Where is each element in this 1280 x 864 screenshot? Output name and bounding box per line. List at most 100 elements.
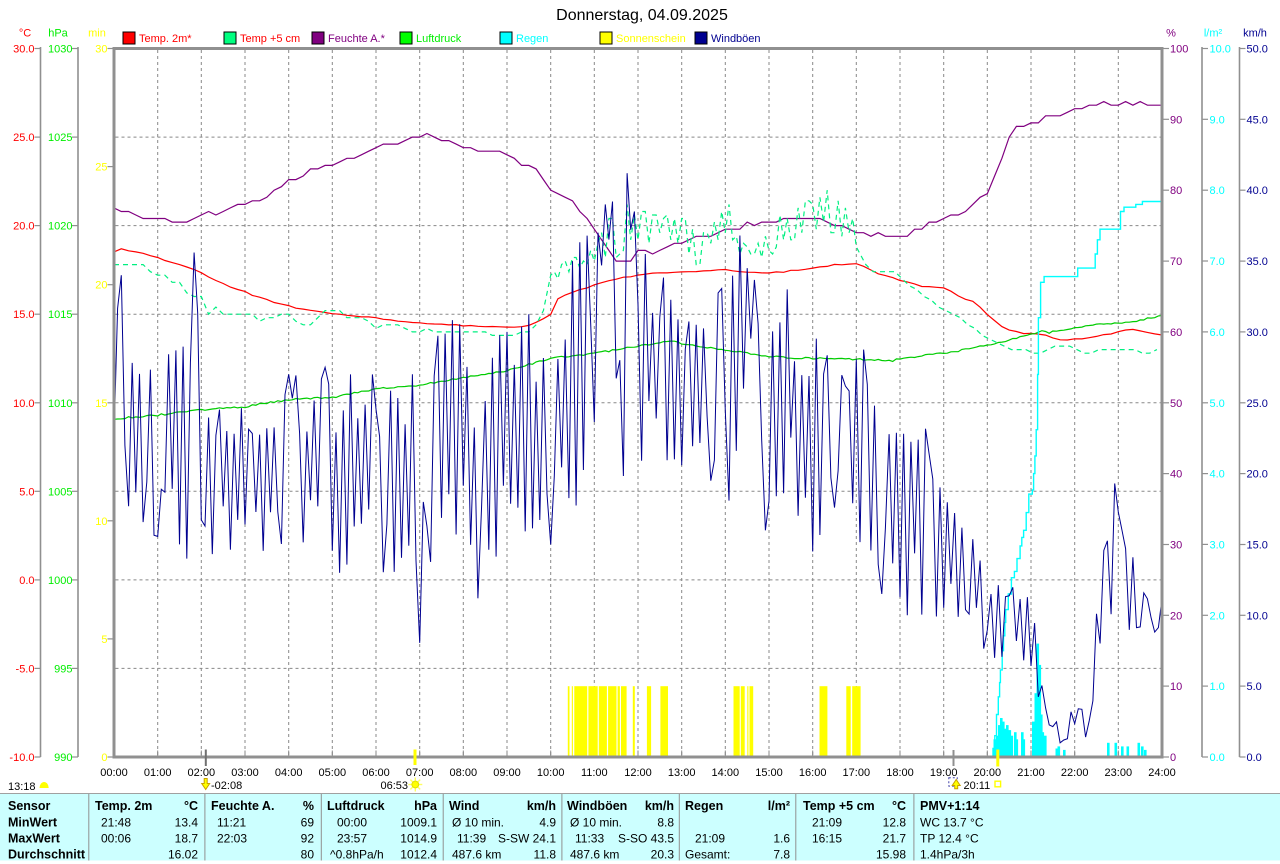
svg-text:8.8: 8.8 [657, 816, 674, 830]
svg-text:17:00: 17:00 [843, 767, 871, 779]
svg-text:20:11: 20:11 [964, 780, 991, 792]
svg-text:00:06: 00:06 [101, 832, 131, 846]
svg-text:487.6 km: 487.6 km [570, 848, 619, 862]
svg-text:l/m²: l/m² [768, 799, 790, 813]
svg-text:^0.8hPa/h: ^0.8hPa/h [330, 848, 384, 862]
svg-text:11:33: 11:33 [575, 832, 604, 846]
svg-text:Regen: Regen [685, 799, 723, 813]
svg-text:35.0: 35.0 [1247, 256, 1268, 268]
svg-text:40: 40 [1170, 469, 1182, 481]
svg-text:MinWert: MinWert [8, 816, 58, 830]
svg-text:21:09: 21:09 [812, 816, 842, 830]
svg-text:16:00: 16:00 [799, 767, 827, 779]
svg-text:WC 13.7 °C: WC 13.7 °C [920, 816, 984, 830]
svg-text:92: 92 [301, 832, 315, 846]
svg-text:Luftdruck: Luftdruck [327, 799, 385, 813]
svg-text:15:00: 15:00 [755, 767, 783, 779]
svg-text:-5.0: -5.0 [16, 663, 35, 675]
svg-text:9.0: 9.0 [1210, 114, 1225, 126]
svg-text:7.0: 7.0 [1210, 256, 1225, 268]
svg-text:90: 90 [1170, 114, 1182, 126]
svg-text:Gesamt:: Gesamt: [685, 848, 730, 862]
svg-text:5.0: 5.0 [1210, 398, 1225, 410]
svg-text:11:00: 11:00 [581, 767, 608, 779]
svg-text:2.0: 2.0 [1210, 610, 1225, 622]
svg-text:990: 990 [54, 752, 72, 764]
svg-text:50.0: 50.0 [1247, 44, 1268, 56]
svg-text:1005: 1005 [48, 486, 72, 498]
svg-text:hPa: hPa [414, 799, 438, 813]
svg-text:MaxWert: MaxWert [8, 832, 61, 846]
svg-text:80: 80 [1170, 185, 1182, 197]
svg-text:15: 15 [95, 398, 107, 410]
svg-text:100: 100 [1170, 44, 1188, 56]
svg-text:1030: 1030 [48, 44, 72, 56]
svg-text:25.0: 25.0 [1247, 398, 1268, 410]
svg-text:0.0: 0.0 [1210, 752, 1225, 764]
svg-text:km/h: km/h [645, 799, 674, 813]
svg-text:24:00: 24:00 [1148, 767, 1176, 779]
svg-text:1025: 1025 [48, 132, 72, 144]
svg-text:21:48: 21:48 [101, 816, 131, 830]
svg-text:01:00: 01:00 [144, 767, 172, 779]
svg-text:18.7: 18.7 [175, 832, 199, 846]
svg-text:70: 70 [1170, 256, 1182, 268]
svg-text:4.9: 4.9 [539, 816, 556, 830]
svg-text:21:00: 21:00 [1017, 767, 1045, 779]
svg-text:%: % [303, 799, 314, 813]
svg-text:TP 12.4 °C: TP 12.4 °C [920, 832, 979, 846]
svg-text:l/m²: l/m² [1204, 28, 1223, 40]
svg-text:03:00: 03:00 [231, 767, 259, 779]
svg-text:15.98: 15.98 [876, 848, 906, 862]
svg-text:Donnerstag, 04.09.2025: Donnerstag, 04.09.2025 [556, 7, 728, 24]
svg-text:25.0: 25.0 [13, 132, 34, 144]
svg-text:°C: °C [892, 799, 906, 813]
svg-text:1009.1: 1009.1 [400, 816, 437, 830]
svg-text:23:57: 23:57 [337, 832, 367, 846]
svg-text:25: 25 [95, 162, 107, 174]
svg-text:13:18: 13:18 [8, 781, 36, 793]
svg-text:30: 30 [1170, 540, 1182, 552]
svg-text:Regen: Regen [516, 33, 548, 45]
svg-text:02:00: 02:00 [188, 767, 216, 779]
svg-text:04:00: 04:00 [275, 767, 303, 779]
svg-text:1.0: 1.0 [1210, 681, 1225, 693]
svg-text:Feuchte A.: Feuchte A. [211, 799, 274, 813]
svg-text:10.0: 10.0 [1247, 610, 1268, 622]
svg-text:min: min [88, 28, 106, 40]
svg-text:11:39: 11:39 [457, 832, 486, 846]
svg-text:30: 30 [95, 44, 107, 56]
svg-text:69: 69 [301, 816, 315, 830]
svg-text:km/h: km/h [527, 799, 556, 813]
svg-text:Sensor: Sensor [8, 799, 51, 813]
svg-text:1012.4: 1012.4 [400, 848, 437, 862]
svg-text:06:53: 06:53 [380, 780, 408, 792]
svg-text:20.0: 20.0 [1247, 469, 1268, 481]
svg-text:8.0: 8.0 [1210, 185, 1225, 197]
svg-text:00:00: 00:00 [337, 816, 367, 830]
svg-text:5.0: 5.0 [19, 486, 34, 498]
svg-text:Durchschnitt: Durchschnitt [8, 848, 86, 862]
svg-text:3.0: 3.0 [1210, 539, 1225, 551]
svg-text:S-SW 24.1: S-SW 24.1 [498, 832, 556, 846]
svg-text:12.8: 12.8 [883, 816, 907, 830]
svg-text:487.6 km: 487.6 km [452, 848, 501, 862]
svg-text:Sonnenschein: Sonnenschein [616, 33, 686, 45]
svg-text:06:00: 06:00 [362, 767, 390, 779]
svg-text:10: 10 [1170, 681, 1182, 693]
svg-text:5.0: 5.0 [1247, 681, 1262, 693]
svg-text:1014.9: 1014.9 [400, 832, 437, 846]
svg-text:16.02: 16.02 [168, 848, 198, 862]
svg-text:0: 0 [101, 752, 107, 764]
svg-text:1.6: 1.6 [773, 832, 790, 846]
svg-text:20.0: 20.0 [13, 221, 34, 233]
svg-text:10.0: 10.0 [1210, 44, 1231, 56]
svg-text:4.0: 4.0 [1210, 469, 1225, 481]
svg-text:08:00: 08:00 [450, 767, 478, 779]
svg-text:S-SO 43.5: S-SO 43.5 [618, 832, 674, 846]
svg-text:Temp. 2m*: Temp. 2m* [139, 33, 192, 45]
svg-text:0.0: 0.0 [1247, 752, 1262, 764]
svg-text:12:00: 12:00 [624, 767, 652, 779]
svg-text:45.0: 45.0 [1247, 114, 1268, 126]
svg-text:09:00: 09:00 [493, 767, 521, 779]
